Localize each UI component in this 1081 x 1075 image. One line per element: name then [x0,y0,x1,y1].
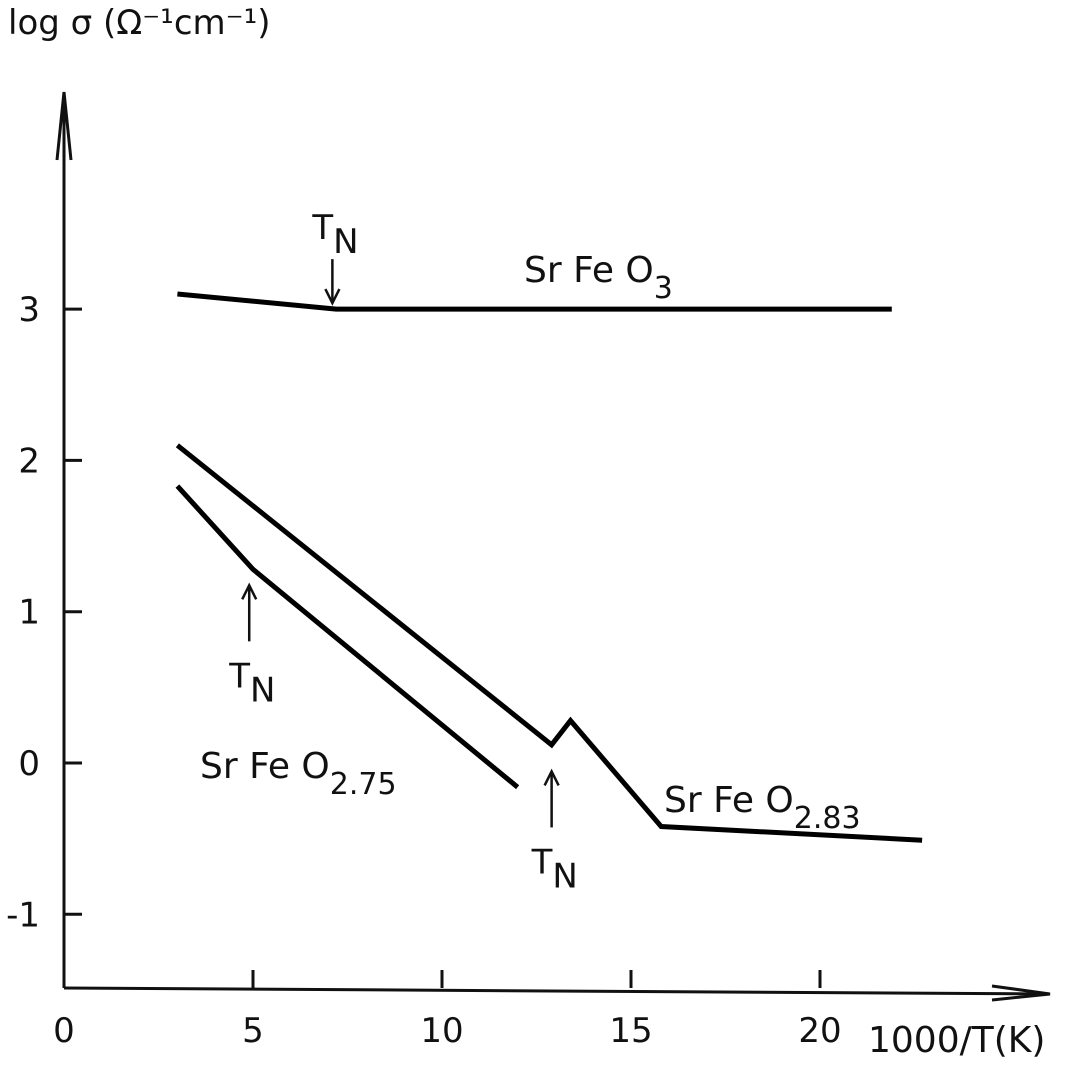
y-tick-label: 3 [18,290,40,330]
label-srfeo3: Sr Fe O3 [524,250,673,306]
label-srfeo275-subscript: 2.75 [330,767,397,802]
x-axis-line [63,986,1051,996]
tn-label-main: T [228,656,250,696]
tn-arrowhead-0 [324,288,341,306]
y-tick-label: 2 [18,441,40,481]
curves [175,291,923,843]
tn-label-main: T [311,208,333,248]
tn-label-subscript: N [250,670,275,710]
y-axis-label: log σ (Ω⁻¹cm⁻¹) [8,3,270,43]
tn-arrowhead-1 [241,582,258,600]
axes [55,91,1051,1002]
tn-label-0: TN [311,208,358,262]
label-srfeo275-main: Sr Fe O [200,746,330,787]
ticks: 0 5 10 15 20 -1 0 1 2 3 [6,290,842,1051]
tn-label-1: TN [228,656,275,710]
x-tick-label: 5 [242,1011,264,1051]
curve-srfeo275 [175,484,520,790]
tn-label-subscript: N [333,222,358,262]
tn-label-subscript: N [552,856,577,896]
curve-srfeo3 [177,291,892,312]
y-tick-label: -1 [6,895,40,935]
y-tick-label: 0 [18,744,40,784]
label-srfeo275: Sr Fe O2.75 [200,746,397,802]
x-tick-label: 20 [798,1011,841,1051]
label-srfeo283-main: Sr Fe O [664,780,794,821]
label-srfeo3-main: Sr Fe O [524,250,654,291]
y-tick-label: 1 [18,593,40,633]
label-srfeo283: Sr Fe O2.83 [664,780,861,836]
x-tick-label: 15 [609,1011,652,1051]
x-axis-label: 1000/T(K) [868,1020,1045,1061]
label-srfeo3-subscript: 3 [654,271,673,306]
tn-arrowhead-2 [543,768,560,786]
y-axis-arrowhead [55,91,73,161]
x-tick-label: 10 [420,1011,463,1051]
tn-label-2: TN [531,842,578,896]
curve-srfeo283 [175,443,923,843]
label-srfeo283-subscript: 2.83 [794,801,861,836]
tn-label-main: T [531,842,553,882]
x-axis-arrowhead [991,984,1051,1002]
x-tick-label: 0 [53,1011,75,1051]
